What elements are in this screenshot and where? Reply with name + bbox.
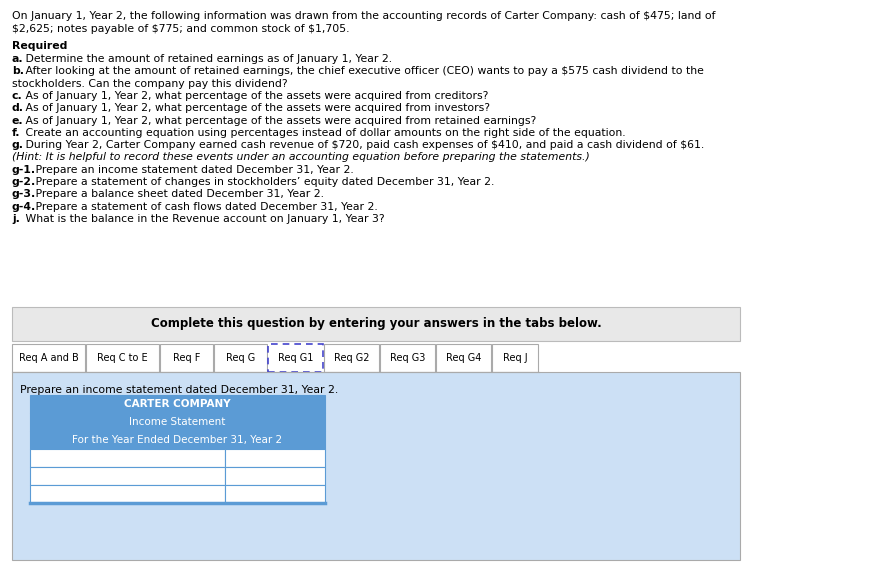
Text: Req G1: Req G1 <box>278 353 313 363</box>
Text: Create an accounting equation using percentages instead of dollar amounts on the: Create an accounting equation using perc… <box>22 128 626 138</box>
Text: After looking at the amount of retained earnings, the chief executive officer (C: After looking at the amount of retained … <box>22 66 704 76</box>
Text: What is the balance in the Revenue account on January 1, Year 3?: What is the balance in the Revenue accou… <box>22 214 384 224</box>
Text: Prepare a statement of cash flows dated December 31, Year 2.: Prepare a statement of cash flows dated … <box>32 202 378 212</box>
Text: During Year 2, Carter Company earned cash revenue of $720, paid cash expenses of: During Year 2, Carter Company earned cas… <box>22 140 704 150</box>
Text: b.: b. <box>12 66 24 76</box>
Text: Required: Required <box>12 41 67 51</box>
Text: As of January 1, Year 2, what percentage of the assets were acquired from credit: As of January 1, Year 2, what percentage… <box>22 91 488 101</box>
FancyBboxPatch shape <box>225 449 325 467</box>
FancyBboxPatch shape <box>30 449 225 467</box>
FancyBboxPatch shape <box>324 344 379 372</box>
FancyBboxPatch shape <box>12 372 740 560</box>
FancyBboxPatch shape <box>380 344 435 372</box>
FancyBboxPatch shape <box>30 467 225 485</box>
Text: Req G2: Req G2 <box>333 353 369 363</box>
Text: d.: d. <box>12 103 24 113</box>
FancyBboxPatch shape <box>12 307 740 341</box>
Text: Req C to E: Req C to E <box>97 353 148 363</box>
Text: CARTER COMPANY: CARTER COMPANY <box>124 399 231 409</box>
Text: Req G: Req G <box>226 353 255 363</box>
Text: As of January 1, Year 2, what percentage of the assets were acquired from invest: As of January 1, Year 2, what percentage… <box>22 103 490 113</box>
FancyBboxPatch shape <box>268 344 323 372</box>
Text: g-4.: g-4. <box>12 202 37 212</box>
FancyBboxPatch shape <box>12 344 85 372</box>
Text: e.: e. <box>12 115 23 125</box>
Text: Prepare a balance sheet dated December 31, Year 2.: Prepare a balance sheet dated December 3… <box>32 189 324 199</box>
FancyBboxPatch shape <box>30 413 325 431</box>
FancyBboxPatch shape <box>214 344 267 372</box>
FancyBboxPatch shape <box>160 344 213 372</box>
FancyBboxPatch shape <box>30 395 325 413</box>
Text: Req J: Req J <box>502 353 527 363</box>
Text: Req G3: Req G3 <box>390 353 426 363</box>
Text: g-2.: g-2. <box>12 177 37 187</box>
FancyBboxPatch shape <box>492 344 538 372</box>
Text: Complete this question by entering your answers in the tabs below.: Complete this question by entering your … <box>150 318 602 331</box>
FancyBboxPatch shape <box>30 485 225 503</box>
Text: As of January 1, Year 2, what percentage of the assets were acquired from retain: As of January 1, Year 2, what percentage… <box>22 115 536 125</box>
Text: Determine the amount of retained earnings as of January 1, Year 2.: Determine the amount of retained earning… <box>22 54 392 64</box>
Text: $2,625; notes payable of $775; and common stock of $1,705.: $2,625; notes payable of $775; and commo… <box>12 24 350 34</box>
Text: Prepare an income statement dated December 31, Year 2.: Prepare an income statement dated Decemb… <box>20 385 338 395</box>
Text: Req G4: Req G4 <box>446 353 481 363</box>
FancyBboxPatch shape <box>225 485 325 503</box>
Text: f.: f. <box>12 128 21 138</box>
Text: g-1.: g-1. <box>12 165 36 175</box>
Text: a.: a. <box>12 54 23 64</box>
Text: g.: g. <box>12 140 24 150</box>
Text: Req A and B: Req A and B <box>19 353 79 363</box>
Text: On January 1, Year 2, the following information was drawn from the accounting re: On January 1, Year 2, the following info… <box>12 11 715 21</box>
Text: Prepare a statement of changes in stockholders’ equity dated December 31, Year 2: Prepare a statement of changes in stockh… <box>32 177 494 187</box>
Text: j.: j. <box>12 214 20 224</box>
Text: For the Year Ended December 31, Year 2: For the Year Ended December 31, Year 2 <box>72 435 283 445</box>
Text: Prepare an income statement dated December 31, Year 2.: Prepare an income statement dated Decemb… <box>32 165 354 175</box>
FancyBboxPatch shape <box>86 344 159 372</box>
FancyBboxPatch shape <box>436 344 491 372</box>
Text: c.: c. <box>12 91 22 101</box>
FancyBboxPatch shape <box>30 431 325 449</box>
FancyBboxPatch shape <box>225 467 325 485</box>
Text: g-3.: g-3. <box>12 189 37 199</box>
Text: (Hint: It is helpful to record these events under an accounting equation before : (Hint: It is helpful to record these eve… <box>12 153 590 162</box>
Text: Req F: Req F <box>173 353 200 363</box>
Text: Income Statement: Income Statement <box>130 417 225 427</box>
Text: stockholders. Can the company pay this dividend?: stockholders. Can the company pay this d… <box>12 79 288 89</box>
